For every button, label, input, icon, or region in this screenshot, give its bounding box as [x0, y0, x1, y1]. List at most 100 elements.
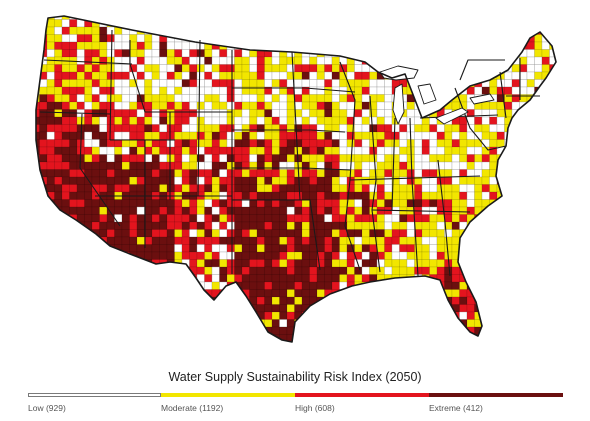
county-cell	[541, 266, 550, 275]
county-cell	[151, 274, 160, 283]
county-cell	[226, 94, 235, 103]
state-border	[304, 87, 356, 93]
county-cell	[511, 274, 520, 283]
county-cell	[339, 146, 348, 155]
county-cell	[496, 26, 505, 35]
county-cell	[324, 109, 333, 118]
county-cell	[294, 251, 303, 260]
county-cell	[46, 281, 55, 290]
county-cell	[399, 236, 408, 245]
county-cell	[144, 229, 153, 238]
county-cell	[121, 319, 130, 328]
county-cell	[324, 251, 333, 260]
county-cell	[421, 304, 430, 313]
county-cell	[481, 326, 490, 335]
county-cell	[429, 251, 438, 260]
county-cell	[76, 41, 85, 50]
county-cell	[451, 34, 460, 43]
county-cell	[376, 124, 385, 133]
county-cell	[399, 169, 408, 178]
county-cell	[534, 319, 543, 328]
county-cell	[204, 79, 213, 88]
county-cell	[54, 244, 63, 253]
county-cell	[354, 86, 363, 95]
county-cell	[196, 199, 205, 208]
county-cell	[151, 319, 160, 328]
county-cell	[346, 49, 355, 58]
county-cell	[391, 304, 400, 313]
county-cell	[279, 109, 288, 118]
county-cell	[361, 266, 370, 275]
county-cell	[196, 71, 205, 80]
county-cell	[481, 161, 490, 170]
county-cell	[46, 79, 55, 88]
county-cell	[286, 251, 295, 260]
county-cell	[166, 184, 175, 193]
county-cell	[39, 214, 48, 223]
county-cell	[286, 56, 295, 65]
county-cell	[286, 319, 295, 328]
county-cell	[91, 124, 100, 133]
county-cell	[361, 176, 370, 185]
county-cell	[84, 154, 93, 163]
county-cell	[444, 206, 453, 215]
county-cell	[54, 236, 63, 245]
county-cell	[331, 176, 340, 185]
county-cell	[534, 19, 543, 28]
county-cell	[414, 341, 423, 342]
county-cell	[391, 26, 400, 35]
county-cell	[256, 139, 265, 148]
county-cell	[91, 94, 100, 103]
county-cell	[99, 326, 108, 335]
county-cell	[316, 169, 325, 178]
county-cell	[309, 244, 318, 253]
county-cell	[429, 191, 438, 200]
county-cell	[84, 251, 93, 260]
county-cell	[249, 56, 258, 65]
county-cell	[316, 326, 325, 335]
county-cell	[474, 274, 483, 283]
county-cell	[324, 19, 333, 28]
county-cell	[406, 341, 415, 342]
county-cell	[549, 184, 556, 193]
county-cell	[249, 116, 258, 125]
county-cell	[316, 311, 325, 320]
county-cell	[226, 184, 235, 193]
county-cell	[459, 79, 468, 88]
county-cell	[211, 101, 220, 110]
county-cell	[519, 319, 528, 328]
county-cell	[99, 16, 108, 20]
county-cell	[174, 101, 183, 110]
county-cell	[264, 139, 273, 148]
county-cell	[264, 281, 273, 290]
county-cell	[256, 326, 265, 335]
county-cell	[316, 266, 325, 275]
county-cell	[369, 281, 378, 290]
county-cell	[226, 251, 235, 260]
county-cell	[346, 311, 355, 320]
county-cell	[534, 16, 543, 20]
county-cell	[39, 326, 48, 335]
county-cell	[46, 169, 55, 178]
county-cell	[99, 71, 108, 80]
county-cell	[399, 56, 408, 65]
county-cell	[459, 94, 468, 103]
county-cell	[474, 199, 483, 208]
county-cell	[541, 139, 550, 148]
county-cell	[429, 214, 438, 223]
county-cell	[99, 334, 108, 342]
county-cell	[211, 341, 220, 342]
county-cell	[557, 342, 565, 350]
county-cell	[211, 169, 220, 178]
county-cell	[256, 334, 265, 342]
county-cell	[91, 71, 100, 80]
county-cell	[519, 274, 528, 283]
county-cell	[534, 281, 543, 290]
county-cell	[69, 26, 78, 35]
county-cell	[204, 259, 213, 268]
county-cell	[151, 124, 160, 133]
county-cell	[534, 289, 543, 298]
county-cell	[226, 176, 235, 185]
county-cell	[211, 244, 220, 253]
county-cell	[406, 259, 415, 268]
